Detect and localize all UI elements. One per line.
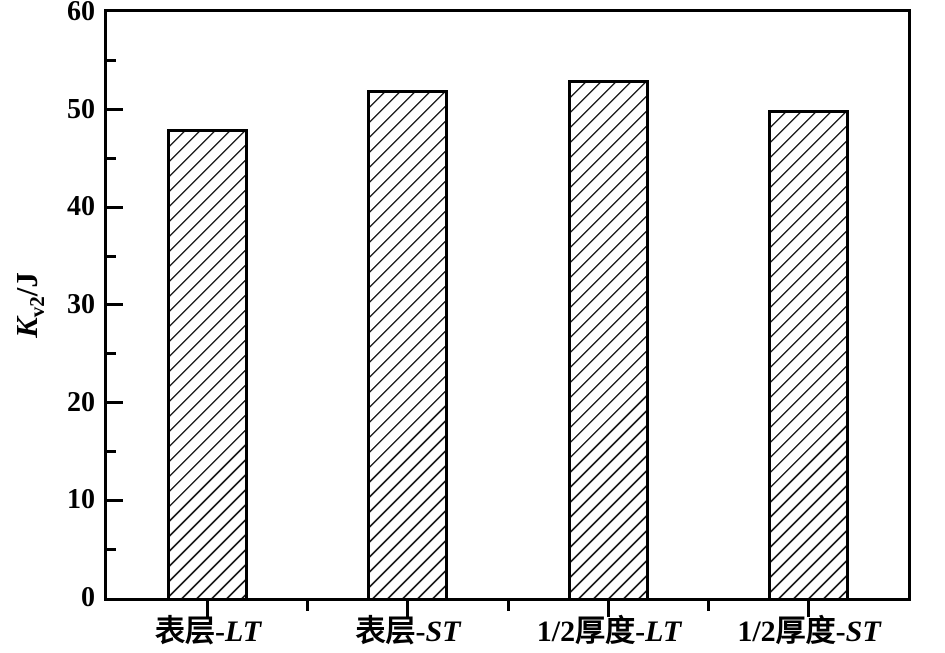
x-minor-tick-3 xyxy=(707,598,710,611)
x-category-label-3-suffix: LT xyxy=(645,615,682,648)
x-category-label-1-suffix: LT xyxy=(224,615,262,648)
y-minor-tick-35 xyxy=(107,255,116,258)
x-category-label-2-suffix: ST xyxy=(425,615,461,648)
y-minor-tick-25 xyxy=(107,352,116,355)
x-category-label-3-text: 1/2厚度- xyxy=(536,615,646,648)
x-major-tick-4 xyxy=(807,598,810,617)
bar-biaoceng-lt xyxy=(167,129,248,598)
x-category-label-2-text: 表层- xyxy=(355,615,426,648)
x-category-label-3: 1/2厚度-LT xyxy=(537,614,681,650)
x-category-label-4-text: 1/2厚度- xyxy=(737,615,846,648)
x-category-label-1-text: 表层- xyxy=(154,615,225,648)
y-minor-tick-55 xyxy=(107,59,116,62)
y-major-tick-20 xyxy=(107,401,123,404)
y-tick-label-40: 40 xyxy=(67,191,95,222)
x-major-tick-2 xyxy=(406,598,409,617)
x-minor-tick-2 xyxy=(507,598,510,611)
y-tick-label-10: 10 xyxy=(67,484,95,515)
y-minor-tick-5 xyxy=(107,548,116,551)
y-major-tick-30 xyxy=(107,303,123,306)
y-axis-title-symbol: K xyxy=(9,317,44,338)
y-major-tick-40 xyxy=(107,206,123,209)
y-tick-label-0: 0 xyxy=(81,582,95,613)
y-major-tick-10 xyxy=(107,499,123,502)
x-category-label-2: 表层-ST xyxy=(355,614,460,650)
x-major-tick-1 xyxy=(206,598,209,617)
y-tick-label-50: 50 xyxy=(67,94,95,125)
y-minor-tick-45 xyxy=(107,157,116,160)
y-tick-label-60: 60 xyxy=(67,0,95,27)
plot-area xyxy=(104,9,911,617)
y-tick-label-30: 30 xyxy=(67,289,95,320)
x-category-label-1: 表层-LT xyxy=(155,614,261,650)
x-major-tick-3 xyxy=(607,598,610,617)
x-category-label-4: 1/2厚度-ST xyxy=(737,614,880,650)
bar-half-thickness-st xyxy=(768,109,849,598)
bar-half-thickness-lt xyxy=(568,80,649,598)
x-category-label-4-suffix: ST xyxy=(845,615,881,648)
x-minor-tick-1 xyxy=(306,598,309,611)
bar-biaoceng-st xyxy=(367,90,448,598)
y-minor-tick-15 xyxy=(107,450,116,453)
y-tick-label-20: 20 xyxy=(67,387,95,418)
y-major-tick-50 xyxy=(107,108,123,111)
